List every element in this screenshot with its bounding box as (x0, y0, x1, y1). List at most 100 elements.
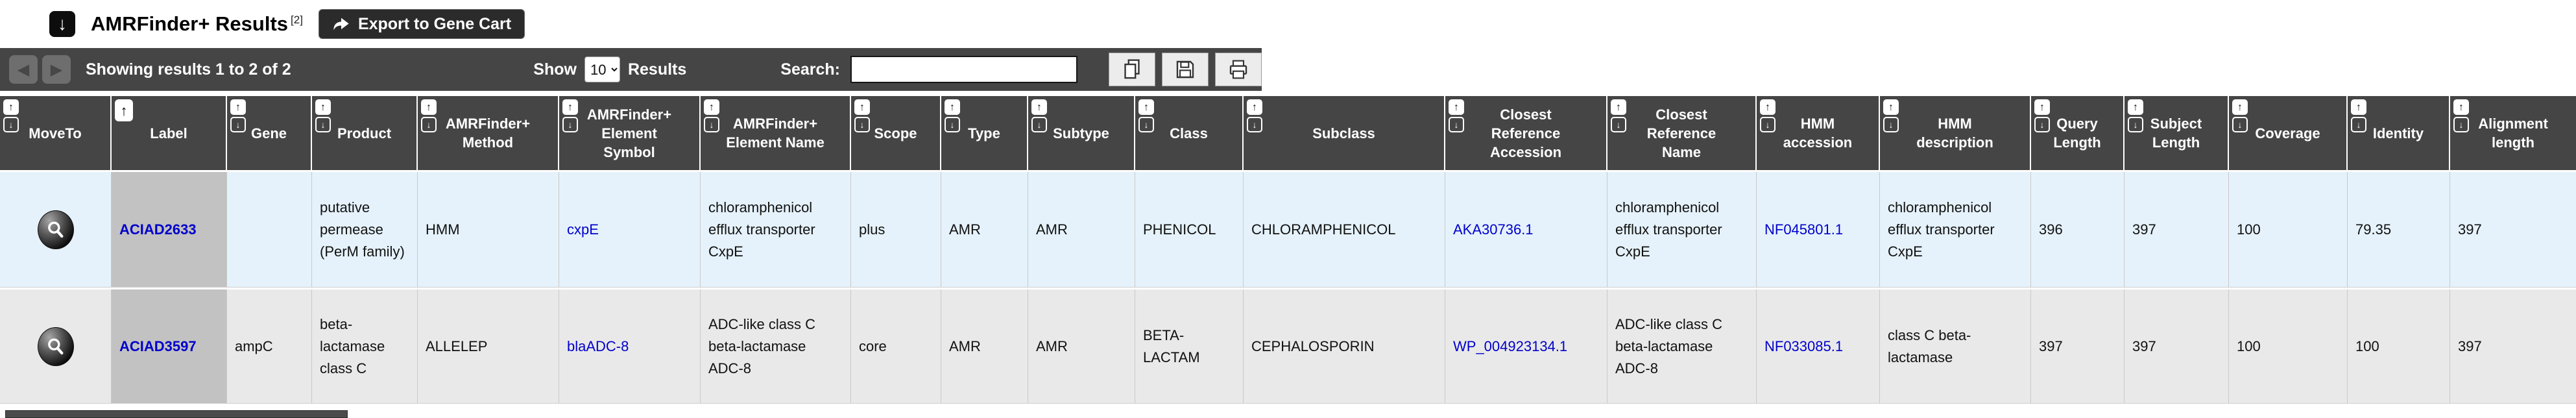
sort-up-button[interactable]: ↑ (945, 99, 960, 115)
sort-down-button[interactable]: ↓ (1138, 117, 1154, 132)
cell-subclass: CHLORAMPHENICOL (1244, 172, 1445, 288)
cell-text: putative permease (PerM family) (320, 199, 405, 260)
sort-up-button[interactable]: ↑ (704, 99, 719, 115)
column-header-coverage[interactable]: ↑ ↓ Coverage (2229, 96, 2348, 170)
sort-up-button[interactable]: ↑ (2232, 99, 2248, 115)
sort-down-button[interactable]: ↓ (315, 117, 331, 132)
sort-ascending-active-icon[interactable]: ↑ (115, 99, 133, 121)
collapse-section-button[interactable]: ↓ (49, 11, 75, 37)
sort-up-button[interactable]: ↑ (2351, 99, 2366, 115)
column-header-identity[interactable]: ↑ ↓ Identity (2348, 96, 2450, 170)
sort-down-button[interactable]: ↓ (2034, 117, 2050, 132)
sort-up-button[interactable]: ↑ (2453, 99, 2469, 115)
horizontal-scrollbar-thumb[interactable] (5, 410, 348, 418)
prev-page-button[interactable]: ◀ (9, 55, 38, 84)
sort-down-button[interactable]: ↓ (1760, 117, 1776, 132)
cell-label: ACIAD3597 (112, 289, 227, 404)
next-page-button[interactable]: ▶ (42, 55, 71, 84)
export-to-gene-cart-button[interactable]: Export to Gene Cart (318, 9, 525, 39)
column-header-class[interactable]: ↑ ↓ Class (1135, 96, 1244, 170)
sort-up-button[interactable]: ↑ (421, 99, 437, 115)
column-header-alignment_length[interactable]: ↑ ↓ Alignment length (2450, 96, 2576, 170)
sort-up-button[interactable]: ↑ (3, 99, 19, 115)
column-header-query_length[interactable]: ↑ ↓ Query Length (2031, 96, 2125, 170)
sort-down-button[interactable]: ↓ (3, 117, 19, 132)
sort-up-button[interactable]: ↑ (1247, 99, 1262, 115)
column-header-closest_reference_accession[interactable]: ↑ ↓ Closest Reference Accession (1445, 96, 1607, 170)
column-header-subclass[interactable]: ↑ ↓ Subclass (1244, 96, 1445, 170)
sort-up-button[interactable]: ↑ (315, 99, 331, 115)
search-input[interactable] (850, 56, 1077, 83)
column-header-element_name[interactable]: ↑ ↓ AMRFinder+ Element Name (701, 96, 851, 170)
sort-down-button[interactable]: ↓ (562, 117, 578, 132)
save-button[interactable] (1162, 53, 1209, 86)
sort-down-button[interactable]: ↓ (1031, 117, 1047, 132)
closest_reference_accession-link[interactable]: WP_004923134.1 (1453, 338, 1568, 354)
sort-down-button[interactable]: ↓ (2351, 117, 2366, 132)
column-header-label[interactable]: ↑ Label (112, 96, 227, 170)
cell-moveto (0, 172, 112, 288)
toolbar-actions (1109, 53, 1262, 86)
sort-up-button[interactable]: ↑ (1611, 99, 1626, 115)
hmm_accession-link[interactable]: NF033085.1 (1764, 338, 1844, 354)
sort-up-button[interactable]: ↑ (1883, 99, 1899, 115)
sort-up-button[interactable]: ↑ (230, 99, 246, 115)
column-header-gene[interactable]: ↑ ↓ Gene (227, 96, 312, 170)
sort-up-button[interactable]: ↑ (1138, 99, 1154, 115)
sort-down-button[interactable]: ↓ (1883, 117, 1899, 132)
column-header-moveto[interactable]: ↑ ↓ MoveTo (0, 96, 112, 170)
sort-down-button[interactable]: ↓ (854, 117, 870, 132)
sort-down-button[interactable]: ↓ (2128, 117, 2143, 132)
sort-up-button[interactable]: ↑ (854, 99, 870, 115)
cell-text: AMR (949, 338, 981, 354)
magnifier-button[interactable] (37, 210, 74, 249)
column-label: Subtype (1053, 125, 1109, 141)
sort-up-button[interactable]: ↑ (1449, 99, 1464, 115)
cell-hmm_description: class C beta-lactamase (1880, 289, 2031, 404)
sort-down-button[interactable]: ↓ (1247, 117, 1262, 132)
sort-down-button[interactable]: ↓ (704, 117, 719, 132)
column-label: HMM description (1916, 116, 1993, 151)
column-header-type[interactable]: ↑ ↓ Type (941, 96, 1028, 170)
column-header-hmm_accession[interactable]: ↑ ↓ HMM accession (1757, 96, 1880, 170)
sort-controls: ↑ ↓ (1760, 99, 1776, 132)
cell-closest_reference_accession: WP_004923134.1 (1445, 289, 1607, 404)
cell-text: ampC (235, 338, 273, 354)
sort-down-button[interactable]: ↓ (230, 117, 246, 132)
closest_reference_accession-link[interactable]: AKA30736.1 (1453, 221, 1534, 238)
column-header-scope[interactable]: ↑ ↓ Scope (851, 96, 941, 170)
cell-text: 397 (2039, 338, 2063, 354)
page-size-select[interactable]: 10 (584, 56, 620, 82)
column-header-method[interactable]: ↑ ↓ AMRFinder+ Method (418, 96, 559, 170)
sort-down-button[interactable]: ↓ (2232, 117, 2248, 132)
sort-down-button[interactable]: ↓ (2453, 117, 2469, 132)
print-button[interactable] (1215, 53, 1262, 86)
magnifier-button[interactable] (37, 326, 74, 366)
sort-down-button[interactable]: ↓ (1449, 117, 1464, 132)
column-header-subtype[interactable]: ↑ ↓ Subtype (1028, 96, 1135, 170)
element_symbol-link[interactable]: blaADC-8 (567, 338, 629, 354)
sort-down-button[interactable]: ↓ (1611, 117, 1626, 132)
element_symbol-link[interactable]: cxpE (567, 221, 599, 238)
sort-up-button[interactable]: ↑ (2128, 99, 2143, 115)
label-link[interactable]: ACIAD3597 (119, 338, 197, 354)
sort-up-button[interactable]: ↑ (1031, 99, 1047, 115)
sort-up-button[interactable]: ↑ (562, 99, 578, 115)
sort-up-button[interactable]: ↑ (1760, 99, 1776, 115)
sort-down-button[interactable]: ↓ (421, 117, 437, 132)
cell-text: core (859, 338, 887, 354)
hmm_accession-link[interactable]: NF045801.1 (1764, 221, 1844, 238)
sort-controls: ↑ ↓ (562, 99, 578, 132)
column-header-product[interactable]: ↑ ↓ Product (312, 96, 418, 170)
sort-up-button[interactable]: ↑ (2034, 99, 2050, 115)
column-header-closest_reference_name[interactable]: ↑ ↓ Closest Reference Name (1607, 96, 1757, 170)
label-link[interactable]: ACIAD2633 (119, 221, 197, 238)
copy-button[interactable] (1109, 53, 1155, 86)
sort-controls: ↑ ↓ (421, 99, 437, 132)
column-label: Coverage (2255, 125, 2320, 141)
column-header-hmm_description[interactable]: ↑ ↓ HMM description (1880, 96, 2031, 170)
cell-class: BETA-LACTAM (1135, 289, 1244, 404)
sort-down-button[interactable]: ↓ (945, 117, 960, 132)
column-header-subject_length[interactable]: ↑ ↓ Subject Length (2125, 96, 2229, 170)
column-header-element_symbol[interactable]: ↑ ↓ AMRFinder+ Element Symbol (559, 96, 701, 170)
